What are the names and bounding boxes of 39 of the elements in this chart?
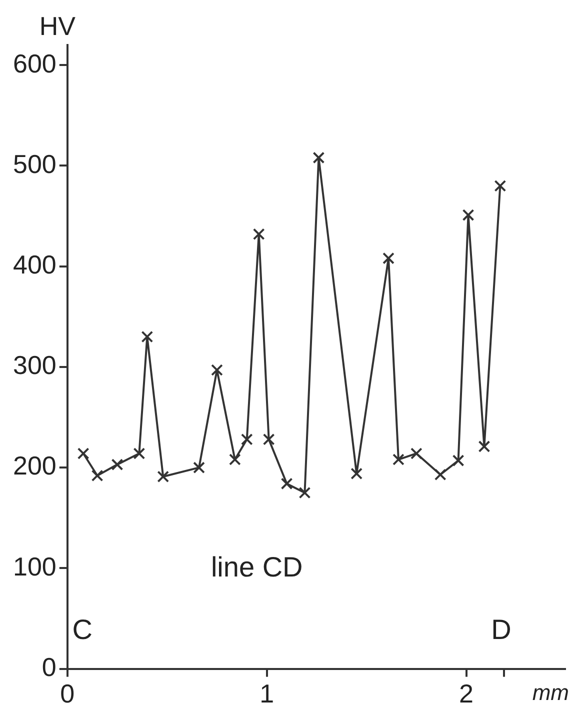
annotation: C [72,614,92,646]
point [478,440,490,452]
point [350,468,363,480]
y-tick-label: 100 [12,551,56,582]
y-axis-title: HV [39,11,76,42]
point [133,448,146,460]
y-tick-label: 200 [12,450,56,481]
y-tick-label: 600 [12,48,56,78]
point [193,462,205,474]
point [228,454,241,466]
point [462,209,474,221]
point [157,470,170,483]
point [298,486,311,499]
point [392,454,404,466]
point [494,180,506,192]
x-tick-label: 0 [60,678,75,709]
y-tick-label: 300 [12,350,56,380]
y-tick-label: 500 [12,148,56,179]
point [252,228,265,240]
point [111,458,124,471]
point [312,152,325,164]
point [382,252,394,264]
point [280,478,293,490]
x-axis-title: mm [532,680,569,705]
y-tick-label: 0 [42,652,56,682]
x-tick-label: 1 [260,678,274,709]
point [262,433,275,446]
y-tick-label: 400 [12,250,56,280]
point [77,448,90,460]
point [410,448,422,460]
point [91,470,104,482]
x-tick-label: 2 [459,678,474,709]
point [211,364,223,376]
point [141,330,154,343]
point [240,433,253,446]
point [434,468,446,481]
annotation: line CD [210,552,303,583]
point [452,454,464,466]
annotation: D [491,614,512,646]
